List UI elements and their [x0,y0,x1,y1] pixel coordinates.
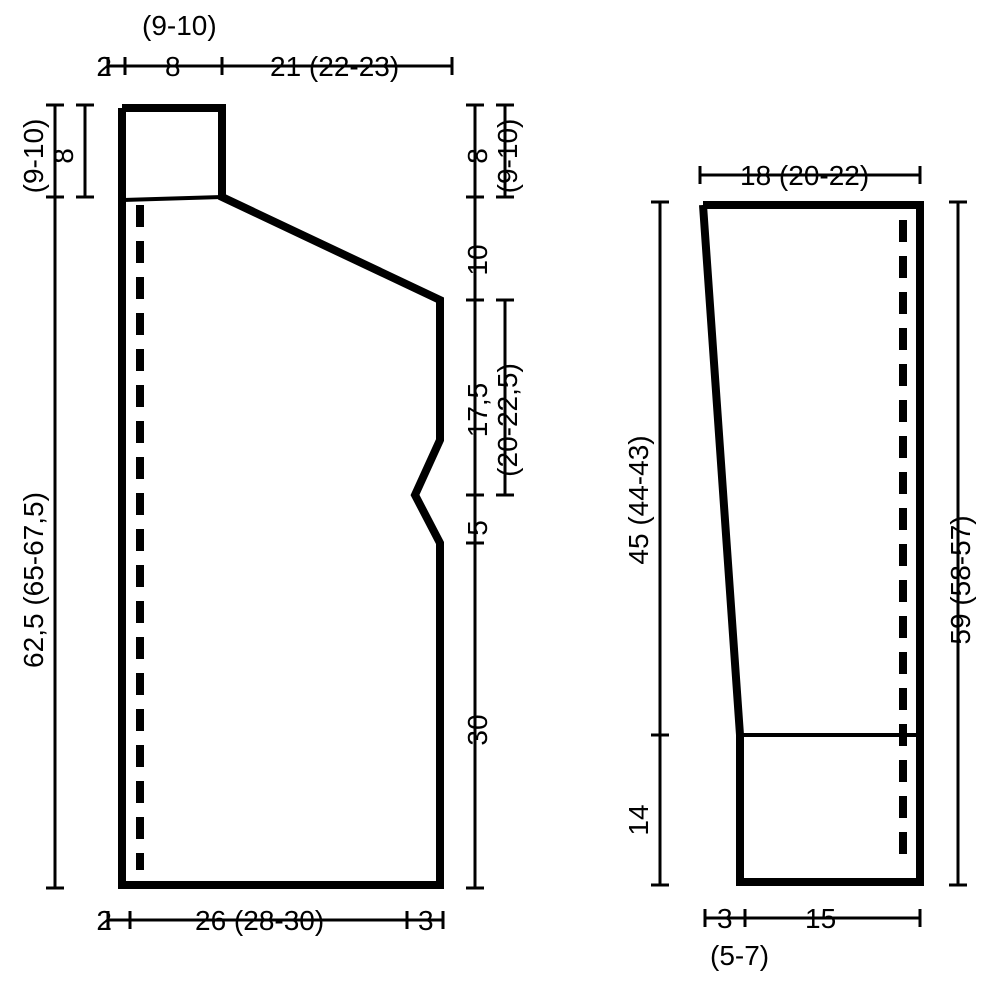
svg-text:3: 3 [717,903,733,934]
svg-text:2: 2 [96,51,112,82]
dim-label: 14 [623,804,654,835]
dim-label: 10 [462,244,493,275]
svg-text:2: 2 [96,905,112,936]
sleeve-outline [703,205,920,882]
dim-label: 21 (22-23) [270,51,399,82]
dim-label: 5 [462,520,493,536]
dim-label: (9-10) [492,119,523,194]
dim-label: 8 [48,148,79,164]
dim-label: 17,5 [462,383,493,438]
dim-label: 18 (20-22) [740,160,869,191]
svg-text:(5-7): (5-7) [710,940,769,971]
dim-label: (20-22,5) [492,363,523,477]
dim-label: 8 [462,148,493,164]
dim-label: 8 [165,51,181,82]
dim-label: 26 (28-30) [195,905,324,936]
dim-label: (9-10) [18,119,49,194]
dim-label: 15 [805,903,836,934]
pattern-schematic: 2821 (22-23)(9-10)226 (28-30)38(9-10)62,… [0,0,1000,1000]
dim-label: 45 (44-43) [623,435,654,564]
dim-label: 59 (58-57) [945,515,976,644]
dim-label: 30 [462,714,493,745]
body-outline [122,108,440,885]
svg-text:(9-10): (9-10) [142,10,217,41]
svg-text:3: 3 [418,905,434,936]
dim-label: 62,5 (65-67,5) [18,492,49,668]
